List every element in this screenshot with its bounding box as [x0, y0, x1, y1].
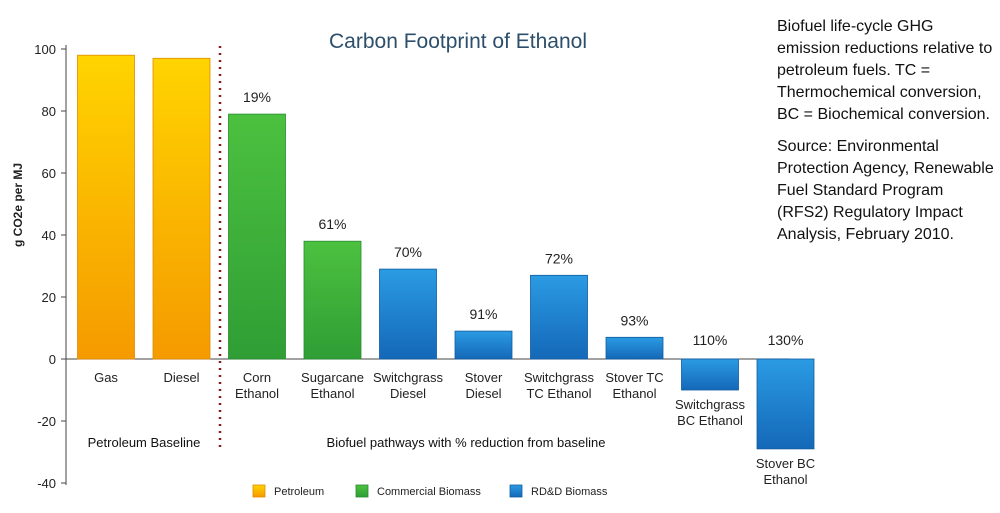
category-label: Corn Ethanol: [235, 370, 279, 401]
bars: [77, 54, 815, 450]
note-source: Source: Environmental Protection Agency,…: [777, 138, 994, 243]
y-tick-label: 100: [34, 42, 56, 57]
reduction-label: 61%: [318, 216, 346, 232]
reduction-label: 93%: [620, 312, 648, 328]
y-tick-label: -20: [37, 414, 56, 429]
section-label-biofuel: Biofuel pathways with % reduction from b…: [327, 435, 606, 450]
bar: [77, 54, 135, 360]
category-label: Switchgrass TC Ethanol: [524, 370, 595, 401]
bar: [379, 268, 437, 360]
bar: [605, 336, 664, 360]
category-label: Gas: [94, 370, 118, 385]
legend-swatch: [355, 484, 369, 498]
reduction-label: 70%: [394, 244, 422, 260]
bar: [228, 113, 286, 360]
category-label: Switchgrass Diesel: [373, 370, 444, 401]
reduction-label: 130%: [768, 332, 804, 348]
category-label: Stover BC Ethanol: [756, 456, 815, 487]
labels: Gas Diesel 19% Corn Ethanol 61% Sugarcane Ethan…: [94, 89, 815, 487]
legend-label: RD&D Biomass: [531, 486, 608, 498]
bar: [303, 240, 362, 360]
legend: Petroleum Commercial Biomass RD&D Biomass: [252, 484, 608, 498]
category-label: Stover Diesel: [465, 370, 503, 401]
legend-label: Commercial Biomass: [377, 486, 481, 498]
bar: [681, 358, 739, 391]
reduction-label: 19%: [243, 89, 271, 105]
bar: [152, 57, 211, 360]
bar: [756, 358, 815, 450]
note-panel: Biofuel life-cycle GHG emission reductio…: [777, 16, 995, 256]
category-label: Stover TC Ethanol: [605, 370, 663, 401]
y-axis-label: g CO2e per MJ: [11, 163, 25, 247]
y-tick-label: -40: [37, 476, 56, 491]
category-label: Sugarcane Ethanol: [301, 370, 364, 401]
category-label: Diesel: [163, 370, 199, 385]
note-description: Biofuel life-cycle GHG emission reductio…: [777, 18, 993, 123]
bar: [530, 274, 588, 360]
legend-label: Petroleum: [274, 486, 324, 498]
bar: [454, 330, 513, 360]
section-label-petroleum: Petroleum Baseline: [88, 435, 201, 450]
reduction-label: 110%: [693, 332, 728, 348]
reduction-label: 91%: [469, 306, 497, 322]
y-tick-label: 60: [42, 166, 56, 181]
legend-swatch: [252, 484, 266, 498]
y-tick-label: 40: [42, 228, 56, 243]
legend-swatch: [509, 484, 523, 498]
chart-title: Carbon Footprint of Ethanol: [329, 30, 587, 53]
y-tick-label: 80: [42, 104, 56, 119]
category-label: Switchgrass BC Ethanol: [675, 397, 746, 428]
y-tick-label: 0: [49, 352, 56, 367]
y-tick-label: 20: [42, 290, 56, 305]
reduction-label: 72%: [545, 250, 573, 266]
